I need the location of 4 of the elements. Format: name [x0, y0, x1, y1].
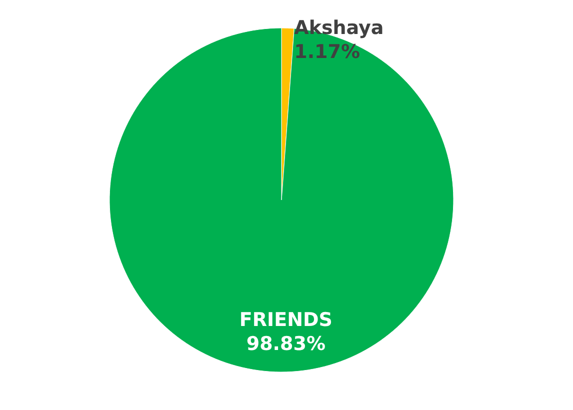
slice-label: Akshaya — [294, 17, 384, 40]
data-label: 98.83% — [246, 332, 326, 355]
slice-label: FRIENDS — [239, 308, 332, 331]
data-label: 1.17% — [294, 41, 360, 64]
